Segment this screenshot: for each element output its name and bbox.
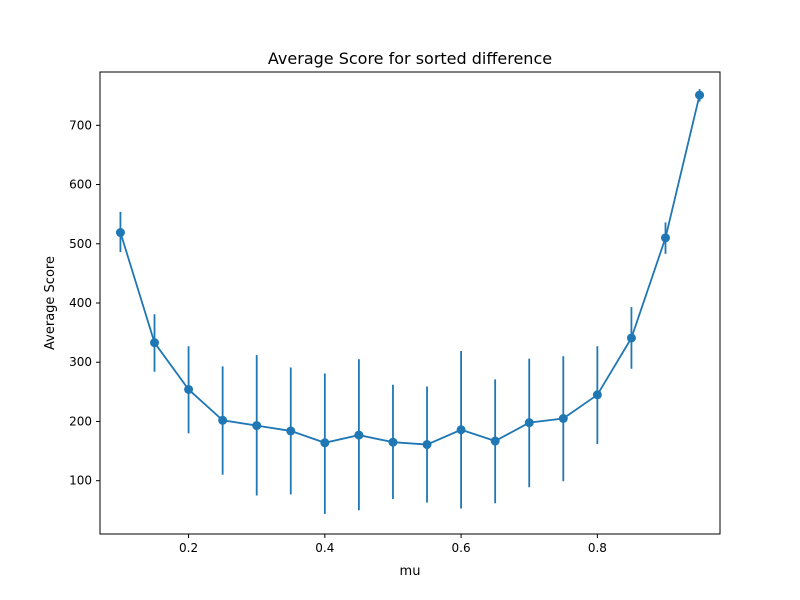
data-point: [558, 414, 568, 423]
y-axis: 100 200 300 400 500 600 700: [69, 118, 100, 488]
chart-title: Average Score for sorted difference: [268, 49, 552, 68]
data-point: [422, 440, 432, 450]
data-point: [252, 421, 262, 431]
y-tick-label: 200: [69, 414, 92, 428]
y-tick-label: 100: [69, 474, 92, 488]
y-tick-label: 400: [69, 296, 92, 310]
data-point: [150, 338, 160, 348]
data-point: [660, 233, 670, 243]
y-tick-label: 300: [69, 355, 92, 369]
x-axis: 0.2 0.4 0.6 0.8: [179, 534, 607, 555]
data-point: [354, 430, 364, 440]
data-point: [456, 425, 466, 435]
data-point: [524, 418, 534, 428]
data-point: [695, 90, 705, 100]
data-point: [388, 437, 398, 447]
y-tick-label: 500: [69, 237, 92, 251]
y-tick-label: 700: [69, 118, 92, 132]
x-tick-label: 0.4: [315, 541, 334, 555]
data-point: [115, 228, 125, 238]
y-axis-label: Average Score: [43, 256, 58, 350]
data-point: [490, 436, 500, 446]
x-tick-label: 0.8: [588, 541, 607, 555]
x-axis-label: mu: [400, 564, 421, 579]
data-point: [592, 390, 602, 400]
data-point: [320, 438, 330, 448]
series-line: [119, 94, 701, 446]
data-point: [286, 426, 296, 436]
data-point: [626, 333, 636, 343]
x-tick-label: 0.6: [452, 541, 471, 555]
data-point: [184, 384, 194, 394]
x-tick-label: 0.2: [179, 541, 198, 555]
plot-area: [115, 89, 705, 514]
y-tick-label: 600: [69, 178, 92, 192]
data-point: [218, 415, 228, 425]
